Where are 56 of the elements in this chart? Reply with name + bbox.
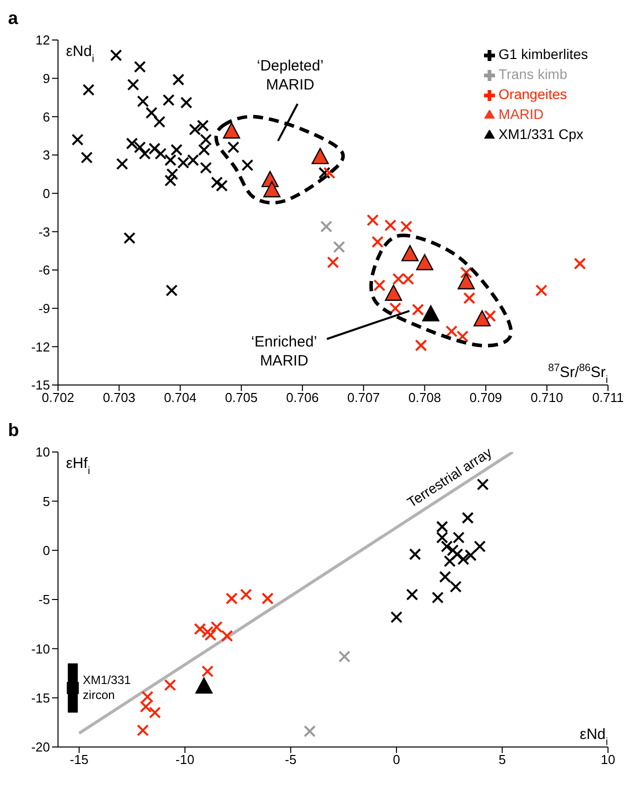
point bbox=[416, 254, 434, 270]
point bbox=[263, 181, 280, 198]
x-tick-label: 0.708 bbox=[408, 390, 441, 406]
annotation: ‘Depleted’ MARID bbox=[256, 57, 324, 94]
y-tick-label: 0 bbox=[42, 542, 50, 558]
y-tick-label: -6 bbox=[38, 262, 50, 278]
x-axis-title: εNd$_{i}$ bbox=[580, 726, 608, 748]
legend-label: XM1/331 Cpx bbox=[498, 126, 584, 142]
y-tick-label: 3 bbox=[42, 148, 50, 163]
y-tick-label: 5 bbox=[42, 494, 50, 509]
legend-label: MARID bbox=[498, 106, 544, 122]
chart-title: a bbox=[8, 8, 20, 30]
x-tick-label: 0.706 bbox=[286, 390, 319, 406]
series-label: XM1/331 zircon bbox=[82, 673, 132, 702]
point bbox=[312, 148, 329, 164]
x-tick-label: 0.702 bbox=[42, 390, 74, 406]
x-tick-label: 0.710 bbox=[530, 390, 564, 406]
y-tick-label: 6 bbox=[42, 109, 50, 124]
x-tick-label: 0.711 bbox=[592, 390, 624, 406]
y-tick-label: -15 bbox=[31, 690, 50, 706]
x-tick-label: 10 bbox=[600, 752, 616, 768]
y-axis-title: εHf$_{i}$ bbox=[66, 455, 90, 477]
point bbox=[222, 122, 240, 139]
x-tick-label: 0.704 bbox=[164, 390, 196, 406]
x-tick-label: 0.705 bbox=[225, 390, 258, 406]
x-tick-label: -15 bbox=[70, 752, 89, 768]
x-axis-title: $^{87}$Sr/$^{86}$Sr$_{i}$ bbox=[548, 362, 608, 386]
y-tick-label: -15 bbox=[31, 378, 50, 393]
chart-title: b bbox=[8, 420, 20, 442]
point bbox=[458, 273, 475, 290]
legend-label: Trans kimb bbox=[498, 66, 568, 82]
point bbox=[422, 305, 440, 322]
point bbox=[384, 284, 402, 301]
y-axis-title: εNd$_{i}$ bbox=[66, 43, 94, 65]
y-tick-label: 9 bbox=[42, 70, 50, 86]
y-tick-label: -9 bbox=[38, 300, 50, 316]
y-tick-label: -3 bbox=[38, 224, 50, 240]
x-tick-label: 0 bbox=[392, 752, 400, 768]
point bbox=[401, 245, 419, 262]
y-tick-label: -20 bbox=[31, 740, 50, 755]
y-tick-label: 12 bbox=[36, 32, 50, 48]
y-tick-label: -5 bbox=[38, 592, 50, 608]
legend-label: G1 kimberlites bbox=[498, 46, 588, 62]
x-tick-label: 5 bbox=[498, 752, 506, 768]
annotation: ‘Enriched’ MARID bbox=[251, 333, 318, 370]
x-tick-label: 0.709 bbox=[470, 390, 502, 406]
x-tick-label: -5 bbox=[284, 752, 296, 768]
x-tick-label: 0.707 bbox=[347, 390, 380, 406]
y-tick-label: 10 bbox=[36, 444, 50, 460]
y-tick-label: -12 bbox=[31, 339, 50, 354]
point bbox=[474, 310, 491, 326]
x-tick-label: 0.703 bbox=[102, 390, 136, 406]
x-tick-label: -10 bbox=[176, 752, 194, 768]
legend-label: Orangeites bbox=[498, 86, 568, 102]
y-tick-label: -10 bbox=[31, 641, 50, 656]
y-tick-label: 0 bbox=[42, 186, 50, 201]
